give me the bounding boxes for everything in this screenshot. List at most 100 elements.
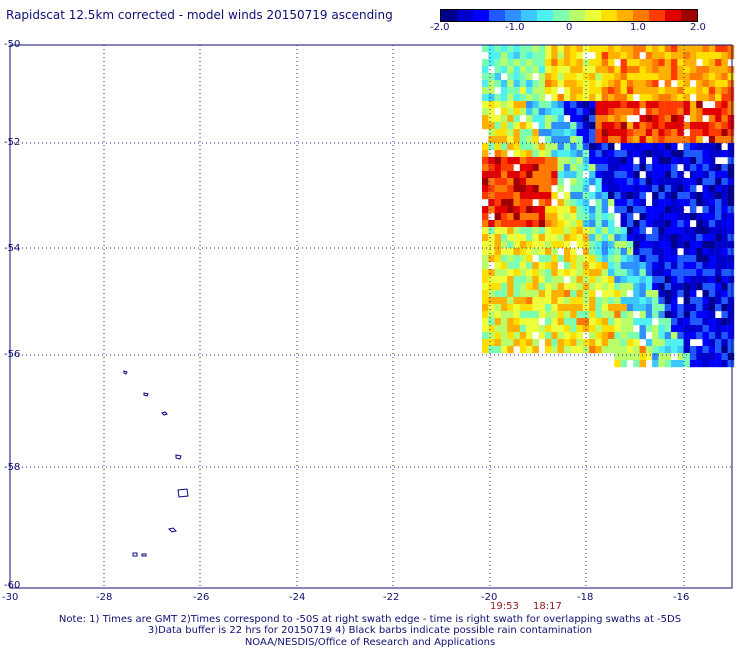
wind-cell [614, 227, 621, 235]
wind-cell [614, 108, 621, 116]
wind-cell [563, 206, 571, 214]
wind-cell [513, 297, 520, 305]
wind-cell [500, 45, 508, 53]
wind-cell [563, 129, 571, 137]
wind-cell [601, 311, 609, 319]
wind-cell [601, 80, 609, 88]
wind-cell [715, 325, 722, 333]
wind-cell [696, 52, 703, 60]
wind-cell [538, 45, 546, 53]
wind-cell [494, 192, 502, 200]
wind-cell [526, 94, 533, 102]
wind-cell [557, 108, 565, 116]
wind-cell [570, 318, 577, 326]
wind-cell [671, 171, 678, 179]
wind-cell [513, 227, 520, 235]
wind-cell [608, 332, 615, 340]
wind-cell [708, 325, 716, 333]
wind-cell [614, 262, 621, 270]
wind-cell [696, 164, 703, 172]
wind-cell [715, 346, 722, 354]
wind-cell [683, 269, 691, 277]
wind-cell [538, 332, 546, 340]
wind-cell [671, 129, 678, 137]
wind-cell [608, 171, 615, 179]
wind-cell [620, 108, 628, 116]
wind-cell [639, 192, 646, 200]
wind-cell [557, 304, 565, 312]
wind-cell [721, 297, 728, 305]
wind-cell [589, 129, 596, 137]
wind-cell [532, 108, 539, 116]
wind-cell [614, 248, 621, 256]
lat-label: -54 [4, 243, 21, 254]
wind-cell [727, 269, 735, 277]
wind-cell [696, 66, 703, 74]
wind-cell [551, 101, 558, 109]
wind-cell [608, 108, 615, 116]
wind-cell [608, 283, 615, 291]
wind-cell [626, 318, 634, 326]
wind-cell [620, 157, 628, 165]
wind-cell [582, 304, 590, 312]
wind-cell [658, 248, 665, 256]
wind-cell [683, 353, 691, 361]
wind-cell [721, 213, 728, 221]
wind-cell [589, 115, 596, 123]
wind-cell [683, 178, 691, 186]
wind-cell [645, 353, 653, 361]
wind-cell [683, 192, 691, 200]
wind-cell [658, 297, 665, 305]
wind-cell [652, 227, 659, 235]
wind-cell [652, 206, 659, 214]
wind-cell [532, 52, 539, 60]
wind-cell [513, 143, 520, 151]
wind-cell [689, 248, 697, 256]
wind-cell [626, 276, 634, 284]
wind-cell [715, 171, 722, 179]
wind-cell [608, 178, 615, 186]
wind-cell [595, 255, 602, 263]
wind-cell [551, 339, 558, 347]
wind-cell [557, 115, 565, 123]
wind-cell [557, 199, 565, 207]
wind-cell [633, 304, 640, 312]
wind-cell [639, 332, 646, 340]
wind-cell [614, 164, 621, 172]
colorbar-segment [633, 10, 649, 21]
wind-cell [551, 122, 558, 130]
wind-cell [532, 297, 539, 305]
wind-cell [696, 360, 703, 368]
wind-cell [715, 101, 722, 109]
wind-cell [652, 332, 659, 340]
wind-cell [500, 346, 508, 354]
wind-cell [551, 171, 558, 179]
wind-cell [683, 73, 691, 81]
wind-cell [658, 66, 665, 74]
wind-cell [689, 150, 697, 158]
colorbar-segment [537, 10, 553, 21]
wind-cell [677, 255, 684, 263]
wind-cell [633, 290, 640, 298]
wind-cell [620, 234, 628, 242]
wind-cell [677, 206, 684, 214]
wind-cell [620, 115, 628, 123]
wind-cell [582, 108, 590, 116]
wind-cell [664, 136, 672, 144]
wind-cell [494, 178, 502, 186]
wind-cell [526, 115, 533, 123]
wind-cell [538, 122, 546, 130]
wind-cell [652, 108, 659, 116]
wind-cell [702, 171, 709, 179]
wind-cell [507, 45, 514, 53]
wind-cell [614, 311, 621, 319]
wind-cell [652, 199, 659, 207]
wind-cell [639, 290, 646, 298]
wind-cell [526, 346, 533, 354]
wind-cell [500, 206, 508, 214]
wind-cell [513, 178, 520, 186]
wind-cell [652, 283, 659, 291]
colorbar-segment [665, 10, 681, 21]
wind-cell [727, 262, 735, 270]
wind-cell [626, 220, 634, 228]
